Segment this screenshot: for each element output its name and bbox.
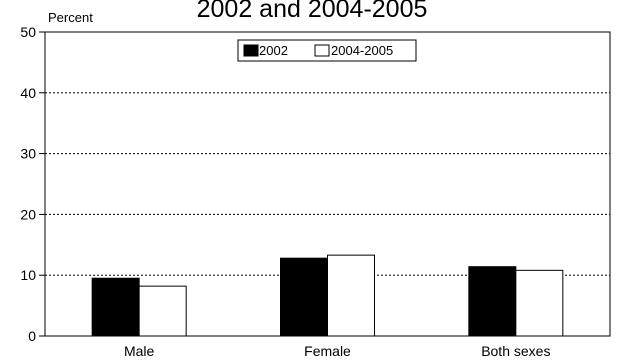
y-tick-label: 20 xyxy=(20,206,36,222)
y-tick-label: 40 xyxy=(20,85,36,101)
x-tick-label: Male xyxy=(124,343,155,359)
gridlines xyxy=(45,92,610,276)
legend-label-2004-2005: 2004-2005 xyxy=(331,43,393,58)
chart-title: 2002 and 2004-2005 xyxy=(197,0,428,23)
y-tick-label: 50 xyxy=(20,24,36,40)
y-tick-label: 30 xyxy=(20,146,36,162)
legend-label-2002: 2002 xyxy=(259,43,288,58)
legend-swatch-2002 xyxy=(243,44,259,57)
y-axis-label: Percent xyxy=(48,10,93,25)
x-tick-label: Both sexes xyxy=(481,343,550,359)
y-tick-label: 10 xyxy=(20,267,36,283)
x-axis-ticks: Male Female Both sexes xyxy=(124,343,550,359)
bar-both-sexes-2004-2005 xyxy=(515,269,564,337)
bar-female-2002 xyxy=(280,257,328,337)
legend: 2002 2004-2005 xyxy=(237,39,417,62)
y-tick-label: 0 xyxy=(28,328,36,344)
y-axis-ticks: 0 10 20 30 40 50 xyxy=(20,24,45,344)
legend-swatch-2004-2005 xyxy=(314,44,330,57)
bar-male-2002 xyxy=(91,277,140,337)
bar-both-sexes-2002 xyxy=(468,266,517,337)
plot-frame xyxy=(44,31,611,337)
x-tick-label: Female xyxy=(304,343,351,359)
bar-female-2004-2005 xyxy=(327,254,375,337)
bars xyxy=(91,254,564,337)
bar-male-2004-2005 xyxy=(138,285,187,337)
